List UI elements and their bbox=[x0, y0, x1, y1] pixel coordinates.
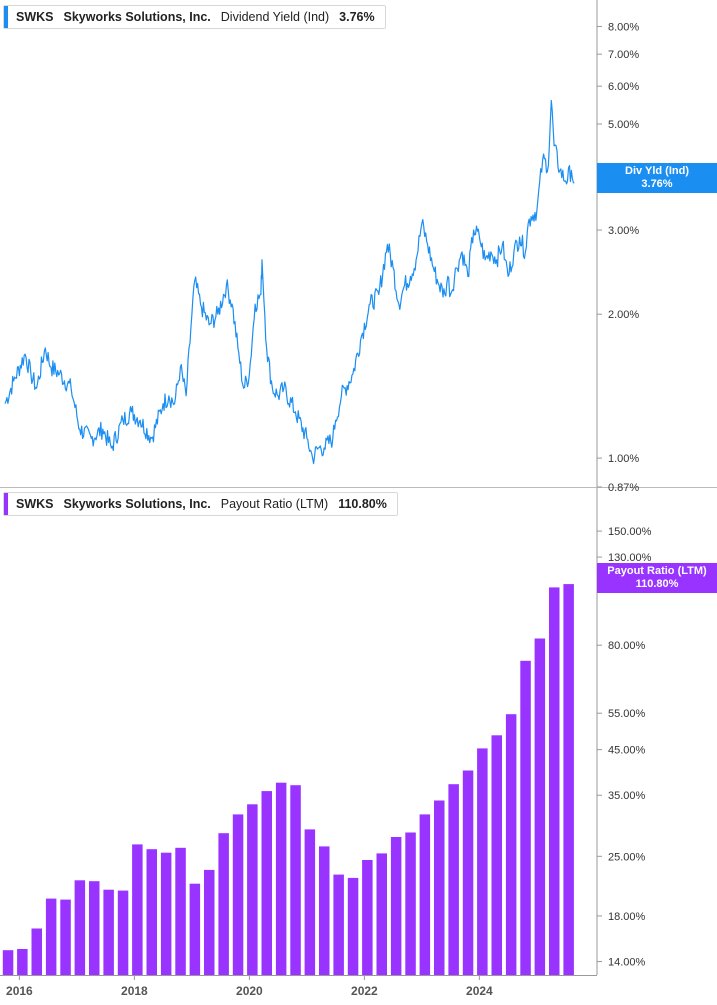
yield-value-tag: Div Yld (Ind) 3.76% bbox=[597, 163, 717, 193]
payout-bar bbox=[89, 881, 100, 975]
xtick-label: 2024 bbox=[466, 984, 493, 998]
yield-ytick-label: 5.00% bbox=[608, 119, 639, 131]
payout-bar bbox=[347, 877, 359, 975]
payout-legend: SWKS Skyworks Solutions, Inc. Payout Rat… bbox=[3, 492, 398, 516]
yield-line-layer bbox=[4, 99, 575, 465]
payout-tag-value: 110.80% bbox=[635, 578, 679, 590]
payout-bar bbox=[146, 849, 157, 975]
payout-value-tag: Payout Ratio (LTM) 110.80% bbox=[597, 563, 717, 593]
payout-bar bbox=[60, 899, 71, 975]
payout-bar bbox=[218, 833, 229, 975]
payout-bar bbox=[275, 782, 287, 975]
payout-bar bbox=[376, 853, 387, 975]
dividend-yield-line bbox=[4, 99, 575, 465]
payout-bar bbox=[290, 785, 301, 975]
yield-legend-metric: Dividend Yield (Ind) bbox=[220, 10, 330, 24]
payout-bar bbox=[204, 869, 215, 975]
payout-legend-metric: Payout Ratio (LTM) bbox=[220, 497, 329, 511]
payout-bar bbox=[405, 832, 416, 975]
payout-bar bbox=[31, 928, 42, 975]
yield-tag-value: 3.76% bbox=[641, 178, 673, 190]
payout-bar bbox=[448, 784, 459, 975]
payout-ytick-label: 130.00% bbox=[608, 552, 652, 564]
payout-bars-layer bbox=[2, 584, 574, 975]
payout-bar bbox=[247, 804, 258, 975]
payout-ytick-label: 80.00% bbox=[608, 640, 646, 652]
xtick-label: 2016 bbox=[6, 984, 33, 998]
payout-bar bbox=[477, 748, 488, 975]
payout-bar bbox=[175, 847, 186, 975]
payout-bar bbox=[362, 860, 373, 975]
yield-ytick-label: 7.00% bbox=[608, 49, 639, 61]
payout-bar bbox=[390, 837, 402, 975]
xtick-label: 2022 bbox=[351, 984, 378, 998]
payout-bar bbox=[2, 950, 14, 975]
payout-bar bbox=[103, 889, 114, 975]
yield-ytick-label: 6.00% bbox=[608, 81, 639, 93]
payout-bar bbox=[462, 770, 474, 975]
payout-bar bbox=[117, 890, 129, 975]
yield-ytick-label: 2.00% bbox=[608, 309, 639, 321]
payout-bar bbox=[45, 898, 57, 975]
payout-bar bbox=[333, 874, 344, 975]
payout-bar bbox=[319, 846, 330, 975]
payout-bar bbox=[434, 800, 445, 975]
payout-ytick-label: 18.00% bbox=[608, 911, 646, 923]
payout-tag-label: Payout Ratio (LTM) bbox=[607, 565, 707, 577]
yield-legend-symbol: SWKS bbox=[16, 10, 54, 24]
yield-legend: SWKS Skyworks Solutions, Inc. Dividend Y… bbox=[3, 5, 386, 29]
payout-bar bbox=[505, 714, 517, 975]
yield-ytick-label: 0.87% bbox=[608, 482, 639, 494]
yield-legend-swatch bbox=[4, 6, 8, 28]
yield-ytick-label: 3.00% bbox=[608, 225, 639, 237]
payout-ytick-label: 55.00% bbox=[608, 708, 646, 720]
payout-bar bbox=[534, 638, 546, 975]
payout-bar bbox=[491, 735, 502, 975]
payout-bar bbox=[189, 883, 201, 975]
payout-bar bbox=[132, 844, 143, 975]
payout-legend-company: Skyworks Solutions, Inc. bbox=[63, 497, 211, 511]
payout-bar bbox=[549, 587, 560, 975]
payout-ytick-label: 45.00% bbox=[608, 745, 646, 757]
payout-bar bbox=[74, 880, 86, 975]
payout-ytick-label: 150.00% bbox=[608, 526, 652, 538]
yield-legend-value: 3.76% bbox=[339, 10, 375, 24]
xtick-label: 2018 bbox=[121, 984, 148, 998]
payout-bar bbox=[563, 584, 574, 975]
xtick-label: 2020 bbox=[236, 984, 263, 998]
payout-legend-value: 110.80% bbox=[338, 497, 387, 511]
payout-bar bbox=[261, 791, 272, 975]
payout-ytick-label: 35.00% bbox=[608, 790, 646, 802]
payout-bar bbox=[419, 814, 431, 975]
yield-tag-label: Div Yld (Ind) bbox=[625, 165, 689, 177]
yield-ytick-label: 1.00% bbox=[608, 453, 639, 465]
payout-bar bbox=[160, 852, 172, 975]
yield-ytick-label: 8.00% bbox=[608, 21, 639, 33]
payout-legend-symbol: SWKS bbox=[16, 497, 54, 511]
yield-legend-company: Skyworks Solutions, Inc. bbox=[63, 10, 211, 24]
payout-bar bbox=[232, 814, 244, 975]
payout-bar bbox=[304, 829, 316, 975]
payout-legend-swatch bbox=[4, 493, 8, 515]
payout-bar bbox=[520, 660, 531, 975]
payout-ytick-label: 14.00% bbox=[608, 957, 646, 969]
payout-bar bbox=[17, 949, 28, 975]
payout-ytick-label: 25.00% bbox=[608, 851, 646, 863]
